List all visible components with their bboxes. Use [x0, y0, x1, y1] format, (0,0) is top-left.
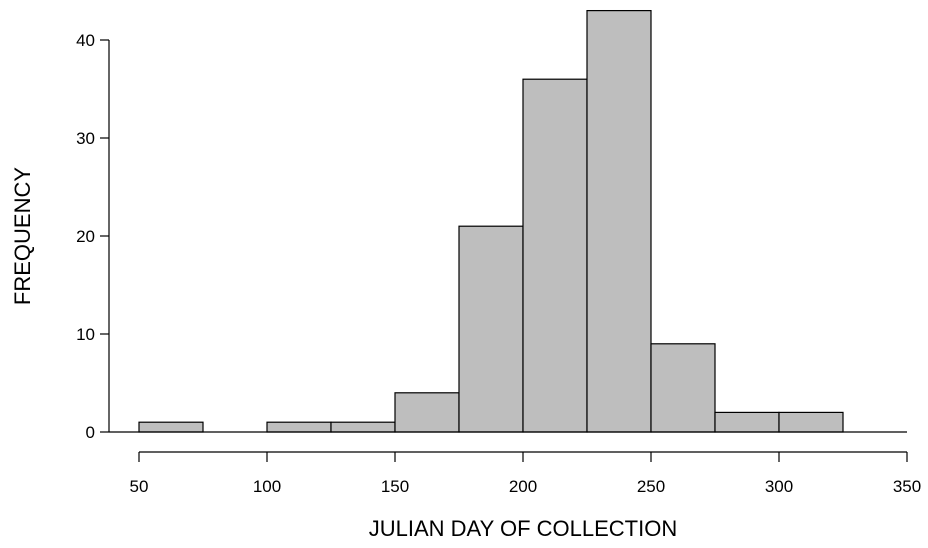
- histogram-bar: [714, 411, 780, 433]
- histogram-bar: [650, 343, 716, 433]
- x-tick-label: 350: [893, 477, 921, 496]
- histogram-bar: [522, 78, 588, 433]
- x-tick-label: 300: [765, 477, 793, 496]
- y-tick-label: 20: [76, 227, 95, 246]
- y-tick-label: 40: [76, 31, 95, 50]
- histogram-bars: [138, 9, 844, 433]
- histogram-bar: [330, 421, 396, 433]
- x-tick-label: 200: [509, 477, 537, 496]
- y-axis: 0 10 20 30 40: [76, 31, 110, 442]
- histogram-bar: [394, 392, 460, 433]
- y-tick-label: 10: [76, 325, 95, 344]
- histogram-bar: [458, 225, 524, 433]
- histogram-bar: [586, 9, 652, 433]
- x-tick-label: 100: [253, 477, 281, 496]
- histogram-bar: [266, 421, 332, 433]
- y-tick-label: 0: [86, 423, 95, 442]
- x-axis: 50 100 150 200 250 300 350: [130, 451, 921, 496]
- y-axis-title: FREQUENCY: [10, 167, 35, 305]
- x-tick-label: 50: [130, 477, 149, 496]
- x-tick-label: 150: [381, 477, 409, 496]
- histogram-bar: [778, 411, 844, 433]
- x-tick-label: 250: [637, 477, 665, 496]
- histogram-bar: [138, 421, 204, 433]
- y-tick-label: 30: [76, 129, 95, 148]
- x-axis-title: JULIAN DAY OF COLLECTION: [369, 516, 677, 541]
